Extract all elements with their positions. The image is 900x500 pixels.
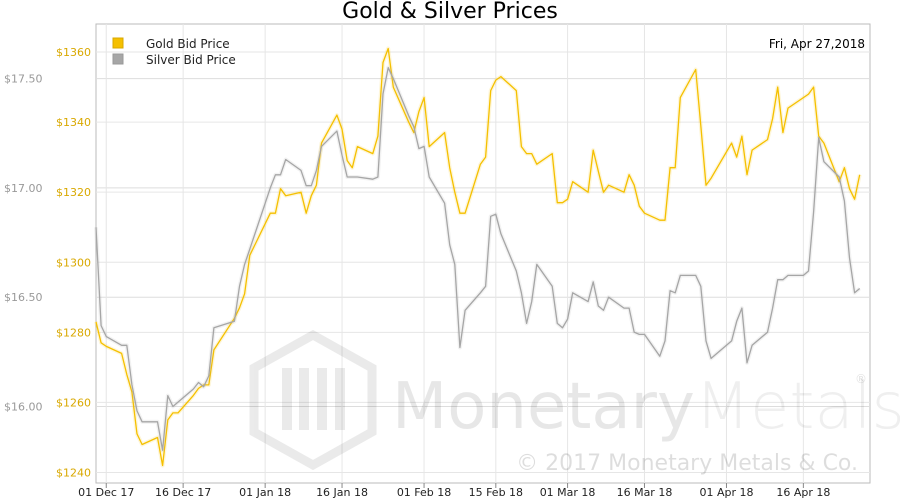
y-tick-label-silver: $16.00 xyxy=(4,401,43,414)
y-tick-label-gold: $1280 xyxy=(56,326,91,339)
series-line-gold-bid-price xyxy=(95,47,861,467)
x-tick-label: 16 Dec 17 xyxy=(155,486,211,499)
x-tick-label: 01 Apr 18 xyxy=(699,486,753,499)
series-line-silver-bid-price xyxy=(95,67,861,451)
x-axis: 01 Dec 17 16 Dec 17 01 Jan 18 16 Jan 18 01 F… xyxy=(78,483,830,499)
watermark-brand: MonetaryMetals xyxy=(392,370,900,444)
x-tick-label: 16 Apr 18 xyxy=(776,486,830,499)
y-tick-label-silver: $17.50 xyxy=(4,73,43,86)
y-tick-label-gold: $1360 xyxy=(56,46,91,59)
y-tick-label-silver: $17.00 xyxy=(4,182,43,195)
grid-lines xyxy=(96,24,870,483)
y-tick-label-gold: $1320 xyxy=(56,186,91,199)
y-tick-label-gold: $1340 xyxy=(56,116,91,129)
x-tick-label: 01 Jan 18 xyxy=(239,486,291,499)
x-tick-label: 01 Mar 18 xyxy=(540,486,596,499)
y-tick-label-gold: $1300 xyxy=(56,256,91,269)
legend: Gold Bid Price Silver Bid Price xyxy=(112,37,236,67)
legend-swatch-gold xyxy=(112,37,124,49)
series-layer xyxy=(94,46,862,468)
watermark: MonetaryMetals ® © 2017 Monetary Metals … xyxy=(249,329,900,476)
y-axis-left: $1240 $1260 $1280 $1300 $1320 $1340 $1360 xyxy=(56,46,91,479)
watermark-copyright: © 2017 Monetary Metals & Co. xyxy=(516,451,858,476)
x-tick-label: 01 Dec 17 xyxy=(78,486,134,499)
y-axis-silver: $16.00 $16.50 $17.00 $17.50 xyxy=(4,73,43,414)
watermark-registered: ® xyxy=(855,372,867,386)
watermark-logo-icon xyxy=(249,329,377,471)
date-label: Fri, Apr 27,2018 xyxy=(769,37,865,51)
x-tick-label: 16 Jan 18 xyxy=(316,486,368,499)
legend-label-silver: Silver Bid Price xyxy=(146,53,236,67)
chart-title: Gold & Silver Prices xyxy=(342,0,558,24)
y-tick-label-gold: $1240 xyxy=(56,466,91,479)
y-tick-label-gold: $1260 xyxy=(56,396,91,409)
y-tick-label-silver: $16.50 xyxy=(4,291,43,304)
x-tick-label: 01 Feb 18 xyxy=(397,486,451,499)
legend-label-gold: Gold Bid Price xyxy=(146,37,230,51)
x-tick-label: 16 Mar 18 xyxy=(617,486,673,499)
x-tick-label: 15 Feb 18 xyxy=(469,486,523,499)
legend-swatch-silver xyxy=(112,53,124,65)
